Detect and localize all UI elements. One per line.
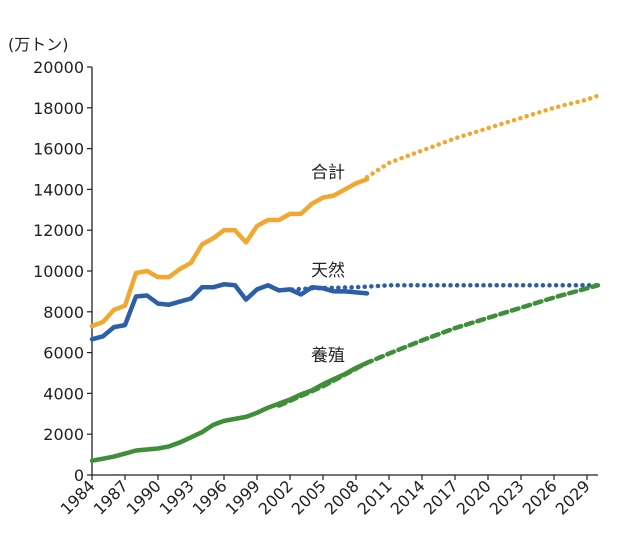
axes	[87, 66, 598, 480]
x-tick-label: 2014	[387, 476, 429, 518]
y-tick-label: 10000	[33, 262, 84, 281]
y-tick-label: 2000	[43, 425, 84, 444]
series-projection-0	[364, 93, 601, 180]
x-tick-label: 1993	[156, 476, 198, 518]
series-actual-0	[89, 176, 370, 329]
series-actual-1	[89, 282, 370, 342]
x-tick-label: 2008	[321, 476, 363, 518]
y-tick-label: 18000	[33, 99, 84, 118]
series-projection-2	[276, 283, 601, 408]
y-tick-label: 8000	[43, 303, 84, 322]
y-tick-labels: 0 2000 4000 6000 8000 10000 12000 14000 16000 180…	[33, 58, 84, 485]
x-tick-label: 2026	[519, 476, 561, 518]
y-tick-label: 20000	[33, 58, 84, 77]
y-tick-label: 0	[74, 466, 84, 485]
unit-label: (万トン)	[8, 35, 69, 54]
series-label-1: 天然	[311, 261, 345, 281]
series-label-0: 合計	[311, 163, 345, 183]
y-tick-label: 16000	[33, 140, 84, 159]
x-tick-label: 2017	[420, 476, 462, 518]
x-tick-label: 2011	[354, 476, 396, 518]
y-tick-label: 6000	[43, 344, 84, 363]
series-layer	[89, 93, 601, 463]
x-tick-label: 1990	[123, 476, 165, 518]
series-label-2: 養殖	[311, 346, 345, 366]
series-actual-2	[89, 360, 370, 463]
x-tick-label: 2029	[552, 476, 594, 518]
y-tick-label: 12000	[33, 221, 84, 240]
x-tick-label: 2023	[486, 476, 528, 518]
x-tick-label: 1987	[90, 476, 132, 518]
y-tick-label: 4000	[43, 384, 84, 403]
x-tick-label: 1999	[222, 476, 264, 518]
x-tick-label: 2005	[288, 476, 330, 518]
x-tick-label: 1996	[189, 476, 231, 518]
x-tick-labels: 1984198719901993199619992002200520082011…	[57, 476, 594, 518]
y-tick-label: 14000	[33, 180, 84, 199]
x-tick-label: 1984	[57, 476, 99, 518]
x-tick-label: 2002	[255, 476, 297, 518]
x-tick-label: 2020	[453, 476, 495, 518]
